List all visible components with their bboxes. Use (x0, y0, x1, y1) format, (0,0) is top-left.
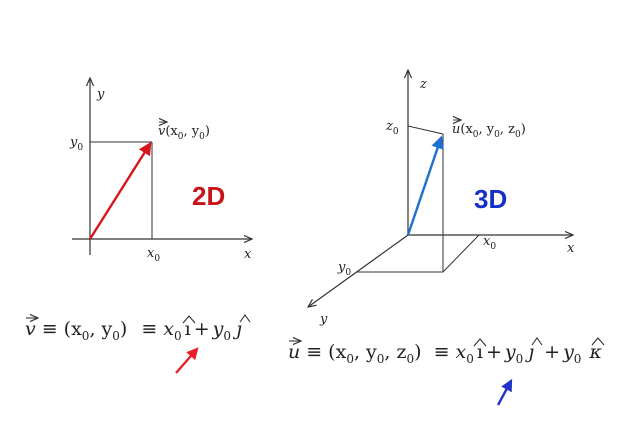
formula-3d-vec: u (288, 341, 300, 363)
dimension-label-3d: 3D (474, 184, 507, 214)
guide-x0-3d (442, 234, 480, 273)
x0-tick-label-3d: x0 (483, 234, 496, 252)
z0-tick-label-3d: z0 (385, 119, 399, 137)
diagram-3d: z x y z0 x0 y0 u(x0, y0, z0) 3D (308, 70, 575, 327)
formula-3d: u ≡ (x0, y0, z0) ≡ x0 ı + y0 ȷ + y0 κ (288, 337, 605, 366)
x-axis-label-3d: x (567, 241, 575, 256)
y-axis-3d (308, 234, 409, 307)
hat-i-2d (182, 315, 196, 324)
pointer-arrow-blue (496, 378, 513, 406)
formula-2d-vec: v (25, 318, 36, 340)
y-axis-label-3d: y (319, 312, 328, 327)
formula-2d: v ≡ (x0, y0) ≡ x0 ı + y0 ȷ (25, 314, 251, 343)
dimension-label-2d: 2D (192, 181, 225, 211)
y0-tick-label-3d: y0 (337, 260, 351, 278)
hat-k-3d (591, 337, 605, 346)
pointer-arrow-red (175, 347, 199, 374)
x0-tick-label-2d: x0 (147, 246, 160, 264)
y-axis-label-2d: y (96, 87, 105, 102)
x-axis-label-2d: x (244, 247, 252, 262)
svg-text:v(x0, y0): v(x0, y0) (158, 124, 210, 142)
vector-u-arrow (406, 135, 444, 236)
svg-text:u(x0, y0, z0): u(x0, y0, z0) (452, 122, 526, 140)
hat-j-3d (531, 337, 543, 346)
z-axis-label-3d: z (419, 77, 427, 92)
vector-v-arrow (88, 141, 152, 240)
hat-i-3d (473, 338, 487, 347)
hat-j-2d (239, 314, 251, 323)
vector-u-label: u(x0, y0, z0) (452, 120, 526, 140)
vector-v-label: v(x0, y0) (158, 122, 210, 142)
diagram-2d: y x y0 x0 v(x0, y0) 2D (69, 78, 252, 264)
svg-text:u≡(x0, y0, z0)≡x0ı+y0ȷ+y0κ: u ≡ (x0, y0, z0) ≡ x0 ı + y0 ȷ + y0 κ (288, 341, 602, 366)
y0-tick-label-2d: y0 (69, 135, 83, 153)
svg-text:v≡(x0, y0)≡x0ı+y0ȷ: v ≡ (x0, y0) ≡ x0 ı + y0 ȷ (25, 318, 242, 343)
guide-z0-3d (407, 125, 444, 135)
